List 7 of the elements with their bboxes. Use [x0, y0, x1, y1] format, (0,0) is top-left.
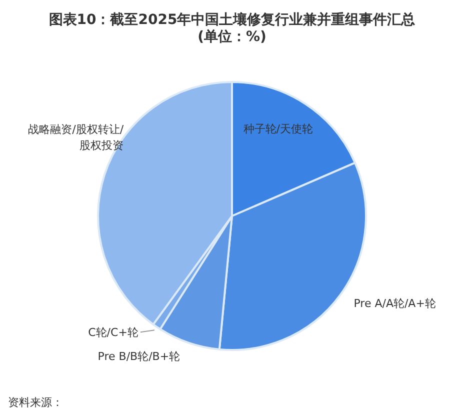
chart-title: 图表10：截至2025年中国土壤修复行业兼并重组事件汇总 (单位：%)	[48, 11, 416, 45]
slice-label: 种子轮/天使轮	[243, 122, 313, 136]
slice-label: C轮/C+轮	[88, 326, 138, 340]
slice-label: Pre A/A轮/A+轮	[354, 296, 436, 310]
text: 资料来源：	[8, 396, 63, 409]
slice-label: Pre B/B轮/B+轮	[98, 350, 180, 364]
slice-label: 战略融资/股权转让/ 股权投资	[28, 122, 124, 152]
